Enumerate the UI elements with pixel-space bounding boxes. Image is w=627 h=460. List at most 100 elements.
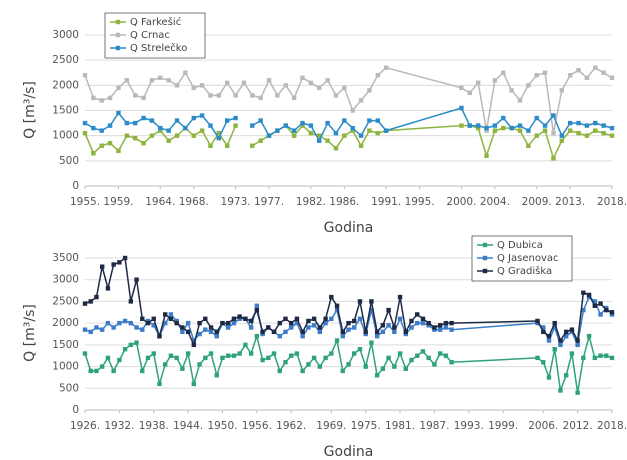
marker [558,338,563,343]
marker [551,156,556,161]
marker [180,366,185,371]
marker [225,118,230,123]
x-tick-label: 1950. [207,420,237,432]
marker [300,123,305,128]
marker [105,355,111,361]
marker [91,151,96,156]
marker [82,327,88,332]
marker [145,355,151,361]
marker [367,118,372,123]
marker [277,368,282,374]
marker [392,325,397,330]
marker [558,388,563,393]
marker [551,130,556,136]
marker [203,316,208,321]
marker [294,316,300,321]
y-tick-label: 2000 [52,317,79,329]
marker [250,143,255,148]
marker [225,80,230,86]
marker [306,325,311,330]
marker [357,347,363,352]
x-tick-label: 1977. [254,196,284,208]
marker [124,78,130,83]
x-tick-label: 1999. [488,420,518,432]
marker [475,123,481,128]
marker [375,73,380,78]
marker [191,133,196,138]
marker [546,333,552,339]
marker [158,75,163,80]
marker [134,340,139,345]
marker [325,78,330,83]
marker [375,118,380,123]
marker [317,325,323,330]
marker [214,333,219,339]
marker [208,93,213,98]
marker [116,85,121,91]
marker [609,355,615,361]
marker [248,351,254,356]
marker [604,307,609,313]
marker [248,325,254,330]
marker [437,323,443,328]
marker [191,342,197,348]
marker [352,351,357,356]
marker [475,125,481,131]
marker [609,125,615,131]
marker [443,320,449,326]
marker [149,133,155,138]
marker [333,93,339,98]
x-tick-label: 1993. [454,420,484,432]
marker [552,325,557,330]
marker [563,373,569,378]
marker [162,312,168,317]
marker [541,325,546,330]
marker [214,373,219,378]
marker [369,340,374,345]
marker [254,333,260,339]
marker [140,368,145,374]
marker [306,318,311,324]
marker [350,125,355,131]
marker [185,329,191,335]
marker [426,320,431,326]
marker [300,75,305,80]
marker [534,73,539,78]
marker [291,128,297,133]
marker [409,318,414,324]
marker [420,316,426,321]
marker [289,353,294,358]
marker [116,110,121,116]
marker [300,329,305,335]
marker [346,320,351,326]
marker [426,355,431,361]
marker [117,320,122,326]
x-tick-label: 1959. [103,196,133,208]
marker [397,294,403,300]
marker [308,123,314,128]
marker [203,327,208,332]
marker [258,95,263,101]
marker [191,381,197,387]
marker [374,333,380,339]
legend-label: Q Dubica [497,240,543,251]
x-tick-label: 1991. [371,196,401,208]
marker [383,65,389,70]
marker [124,120,130,126]
marker [271,351,277,356]
marker [492,128,498,133]
marker [593,128,598,133]
marker [604,353,609,358]
y-tick-label: 500 [59,382,79,394]
marker [420,320,426,326]
marker [449,320,454,326]
marker [122,255,128,261]
marker [542,128,548,133]
marker [386,323,391,328]
marker [291,133,297,138]
marker [208,325,214,330]
marker [333,130,339,136]
marker [250,93,255,98]
y-axis-title: Q [m³/s] [22,81,38,139]
x-tick-label: 1932. [104,420,134,432]
